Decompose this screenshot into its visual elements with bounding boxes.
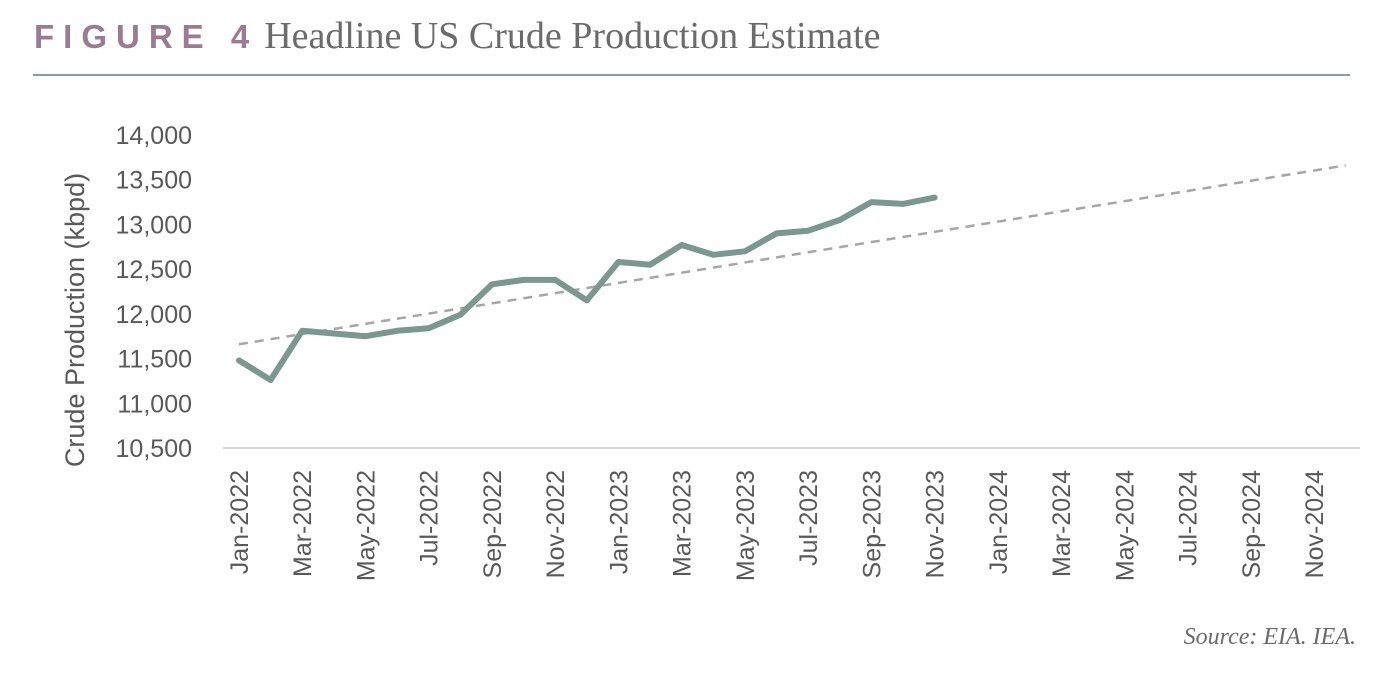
x-tick-label: Jul-2022 [416,470,444,566]
x-tick-label: Sep-2023 [858,470,886,578]
y-tick-label: 12,500 [116,256,192,284]
x-tick-label: Jan-2022 [226,470,254,574]
x-tick-label: Mar-2024 [1048,470,1076,577]
y-tick-label: 13,000 [116,211,192,239]
y-tick-label: 11,500 [117,346,192,374]
x-tick-label: Jul-2023 [795,470,823,566]
figure-header: FIGURE 4 Headline US Crude Production Es… [34,14,881,58]
x-tick-label: Sep-2022 [479,470,507,578]
y-tick-label: 11,000 [117,390,192,418]
x-tick-label: Jul-2024 [1175,470,1203,566]
y-tick-label: 13,500 [116,167,192,195]
x-tick-label: Nov-2022 [542,470,570,578]
x-tick-label: Mar-2022 [289,470,317,577]
y-axis-ticks: 10,500 11,000 11,500 12,000 12,500 13,000 13,5… [116,122,192,463]
chart-series [236,164,1346,383]
x-tick-label: Jan-2023 [605,470,633,574]
figure-title: Headline US Crude Production Estimate [264,15,881,57]
y-tick-label: 14,000 [116,122,192,150]
x-tick-label: Nov-2024 [1301,470,1329,578]
x-tick-label: May-2024 [1111,470,1139,581]
x-tick-label: Jan-2024 [985,470,1013,574]
trend-line [238,164,1346,346]
production-line [236,194,938,383]
source-note: Source: EIA. IEA. [1183,624,1356,650]
header-divider [33,74,1350,76]
y-tick-label: 12,000 [116,301,192,329]
x-tick-label: Mar-2023 [669,470,697,577]
figure-label: FIGURE 4 [34,18,259,55]
y-axis-title: Crude Production (kbpd) [60,173,90,467]
x-axis-ticks: Jan-2022 Mar-2022 May-2022 Jul-2022 Sep-2022… [226,470,1329,581]
y-tick-label: 10,500 [116,435,192,463]
x-tick-label: May-2023 [732,470,760,581]
x-tick-label: Nov-2023 [922,470,950,578]
x-tick-label: Sep-2024 [1238,470,1266,579]
x-tick-label: May-2022 [352,470,380,581]
